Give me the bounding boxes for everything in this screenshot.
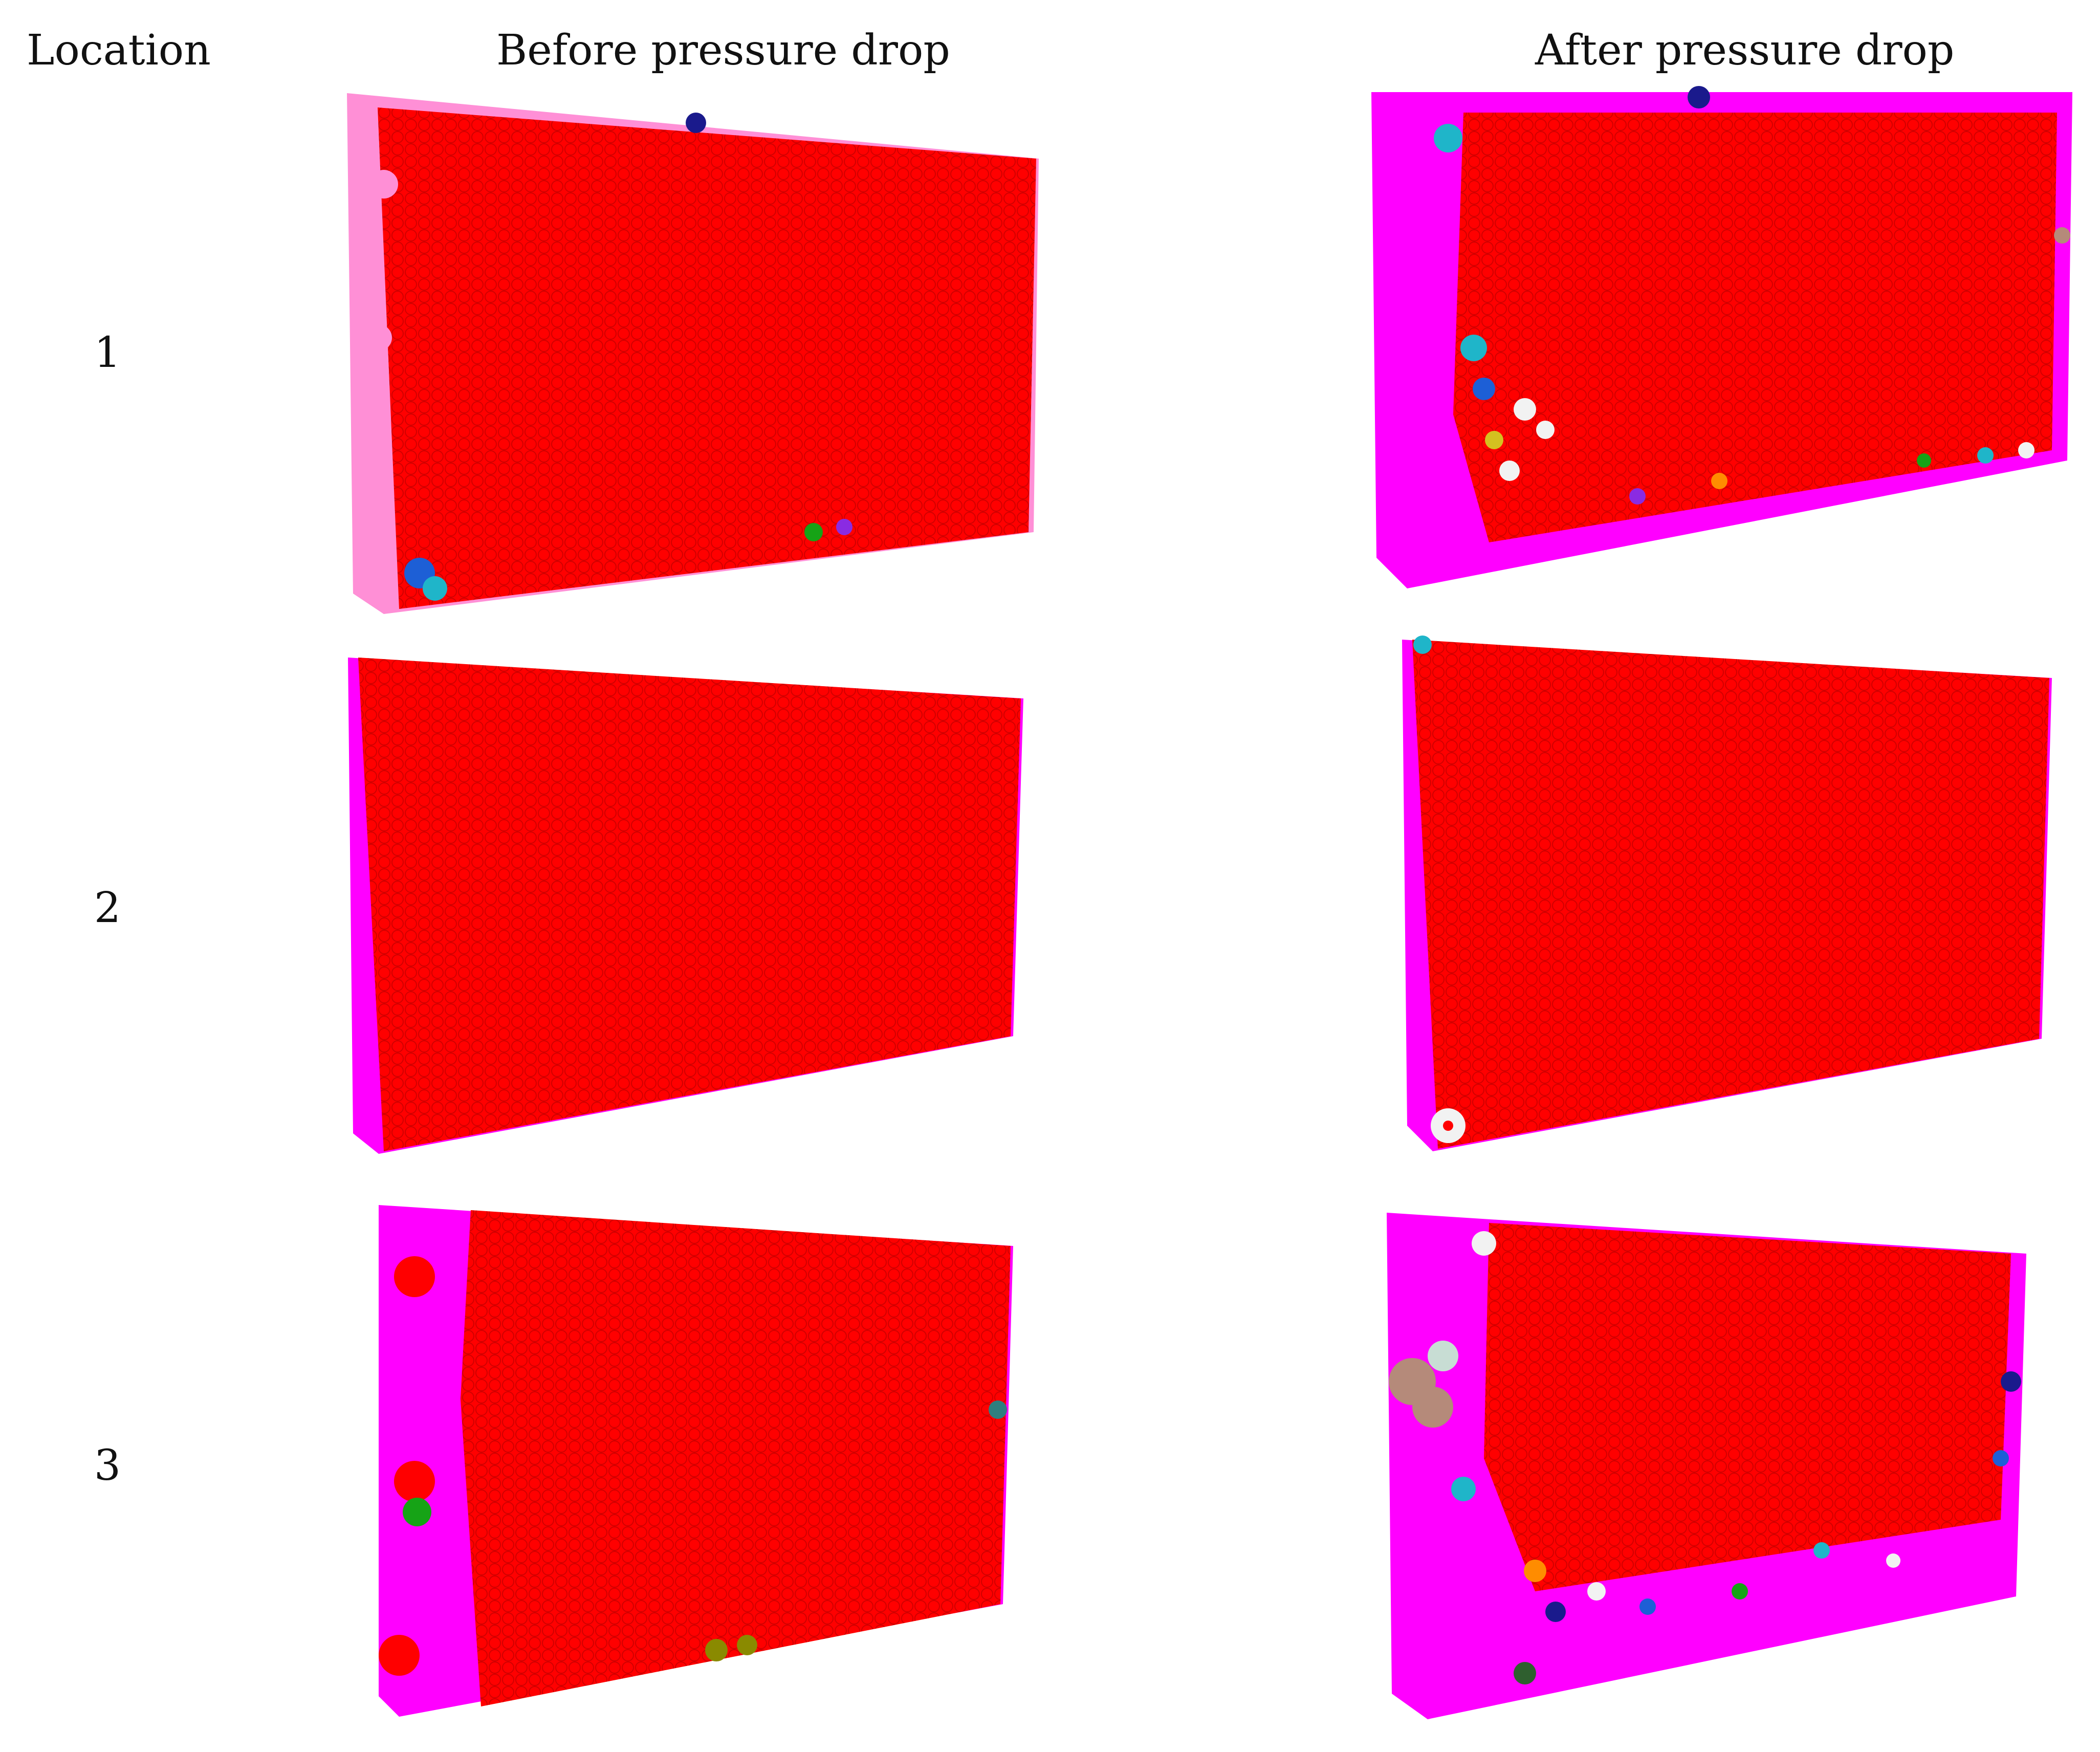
render-row1-before [338,82,1054,624]
render-row2-after [1392,629,2057,1162]
row-label-2: 2 [94,884,121,932]
particle-slab-row1-before [347,93,1039,614]
row-label-1: 1 [94,328,121,377]
particle-slab-row1-after [1371,86,2072,588]
column-header-before: Before pressure drop [496,26,950,75]
particle-slab-row3-after [1387,1213,2026,1719]
render-row2-before [338,647,1034,1159]
particle-slab-row2-before [348,658,1023,1154]
render-row3-after [1382,1202,2072,1724]
render-row3-before [368,1195,1034,1722]
render-row1-after [1361,82,2098,594]
column-header-location: Location [27,26,211,75]
particle-slab-row3-before [379,1205,1013,1717]
column-header-after: After pressure drop [1535,26,1955,75]
particle-slab-row2-after [1402,636,2052,1151]
row-label-3: 3 [94,1441,121,1490]
